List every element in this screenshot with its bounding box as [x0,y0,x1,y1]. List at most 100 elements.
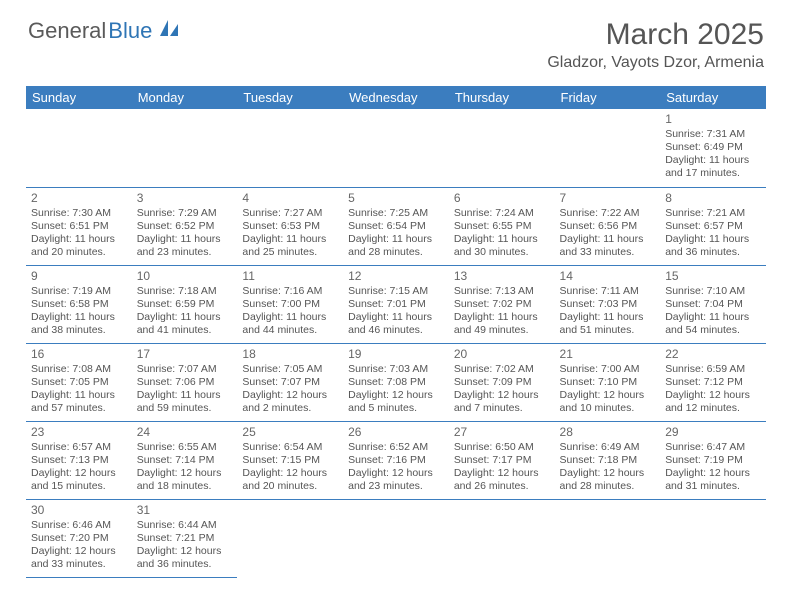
calendar-row: 2Sunrise: 7:30 AMSunset: 6:51 PMDaylight… [26,187,766,265]
calendar-row: 9Sunrise: 7:19 AMSunset: 6:58 PMDaylight… [26,265,766,343]
calendar-cell [26,109,132,187]
calendar-cell: 31Sunrise: 6:44 AMSunset: 7:21 PMDayligh… [132,499,238,577]
day-number: 4 [242,191,338,206]
day-number: 11 [242,269,338,284]
calendar-cell: 2Sunrise: 7:30 AMSunset: 6:51 PMDaylight… [26,187,132,265]
day-number: 2 [31,191,127,206]
calendar-cell [343,109,449,187]
day-number: 18 [242,347,338,362]
calendar-cell: 7Sunrise: 7:22 AMSunset: 6:56 PMDaylight… [555,187,661,265]
sun-data: Sunrise: 7:18 AMSunset: 6:59 PMDaylight:… [137,285,233,338]
sun-data: Sunrise: 7:11 AMSunset: 7:03 PMDaylight:… [560,285,656,338]
calendar-row: 16Sunrise: 7:08 AMSunset: 7:05 PMDayligh… [26,343,766,421]
sun-data: Sunrise: 6:59 AMSunset: 7:12 PMDaylight:… [665,363,761,416]
day-number: 21 [560,347,656,362]
calendar-cell: 5Sunrise: 7:25 AMSunset: 6:54 PMDaylight… [343,187,449,265]
sun-data: Sunrise: 7:25 AMSunset: 6:54 PMDaylight:… [348,207,444,260]
sun-data: Sunrise: 7:24 AMSunset: 6:55 PMDaylight:… [454,207,550,260]
calendar-cell [237,499,343,577]
calendar-cell: 30Sunrise: 6:46 AMSunset: 7:20 PMDayligh… [26,499,132,577]
calendar-cell: 22Sunrise: 6:59 AMSunset: 7:12 PMDayligh… [660,343,766,421]
day-number: 7 [560,191,656,206]
sun-data: Sunrise: 7:02 AMSunset: 7:09 PMDaylight:… [454,363,550,416]
day-header: Wednesday [343,86,449,109]
day-header-row: Sunday Monday Tuesday Wednesday Thursday… [26,86,766,109]
calendar-cell: 19Sunrise: 7:03 AMSunset: 7:08 PMDayligh… [343,343,449,421]
day-number: 5 [348,191,444,206]
sun-data: Sunrise: 7:16 AMSunset: 7:00 PMDaylight:… [242,285,338,338]
calendar-cell [132,109,238,187]
title-block: March 2025 Gladzor, Vayots Dzor, Armenia [547,18,764,72]
day-number: 26 [348,425,444,440]
calendar-cell [237,109,343,187]
sun-data: Sunrise: 7:31 AMSunset: 6:49 PMDaylight:… [665,128,761,181]
sun-data: Sunrise: 6:52 AMSunset: 7:16 PMDaylight:… [348,441,444,494]
calendar-cell: 10Sunrise: 7:18 AMSunset: 6:59 PMDayligh… [132,265,238,343]
sun-data: Sunrise: 7:13 AMSunset: 7:02 PMDaylight:… [454,285,550,338]
sun-data: Sunrise: 7:07 AMSunset: 7:06 PMDaylight:… [137,363,233,416]
calendar-row: 23Sunrise: 6:57 AMSunset: 7:13 PMDayligh… [26,421,766,499]
sun-data: Sunrise: 6:44 AMSunset: 7:21 PMDaylight:… [137,519,233,572]
day-header: Sunday [26,86,132,109]
calendar-cell: 27Sunrise: 6:50 AMSunset: 7:17 PMDayligh… [449,421,555,499]
day-number: 23 [31,425,127,440]
sun-data: Sunrise: 6:47 AMSunset: 7:19 PMDaylight:… [665,441,761,494]
day-number: 20 [454,347,550,362]
calendar-cell: 21Sunrise: 7:00 AMSunset: 7:10 PMDayligh… [555,343,661,421]
day-number: 30 [31,503,127,518]
day-header: Friday [555,86,661,109]
sun-data: Sunrise: 6:50 AMSunset: 7:17 PMDaylight:… [454,441,550,494]
calendar-cell: 11Sunrise: 7:16 AMSunset: 7:00 PMDayligh… [237,265,343,343]
day-header: Monday [132,86,238,109]
calendar-cell: 6Sunrise: 7:24 AMSunset: 6:55 PMDaylight… [449,187,555,265]
sun-data: Sunrise: 7:21 AMSunset: 6:57 PMDaylight:… [665,207,761,260]
sun-data: Sunrise: 7:22 AMSunset: 6:56 PMDaylight:… [560,207,656,260]
logo-text-1: General [28,18,106,44]
sun-data: Sunrise: 6:54 AMSunset: 7:15 PMDaylight:… [242,441,338,494]
calendar-cell: 17Sunrise: 7:07 AMSunset: 7:06 PMDayligh… [132,343,238,421]
day-number: 31 [137,503,233,518]
month-title: March 2025 [547,18,764,52]
day-number: 6 [454,191,550,206]
logo: GeneralBlue [28,18,180,44]
calendar-cell: 15Sunrise: 7:10 AMSunset: 7:04 PMDayligh… [660,265,766,343]
sun-data: Sunrise: 6:57 AMSunset: 7:13 PMDaylight:… [31,441,127,494]
logo-text-2: Blue [108,18,152,44]
sun-data: Sunrise: 7:10 AMSunset: 7:04 PMDaylight:… [665,285,761,338]
location: Gladzor, Vayots Dzor, Armenia [547,54,764,72]
day-header: Thursday [449,86,555,109]
sun-data: Sunrise: 7:00 AMSunset: 7:10 PMDaylight:… [560,363,656,416]
sun-data: Sunrise: 7:19 AMSunset: 6:58 PMDaylight:… [31,285,127,338]
calendar-cell [660,499,766,577]
calendar-cell: 13Sunrise: 7:13 AMSunset: 7:02 PMDayligh… [449,265,555,343]
day-number: 10 [137,269,233,284]
calendar-cell: 28Sunrise: 6:49 AMSunset: 7:18 PMDayligh… [555,421,661,499]
calendar-cell: 24Sunrise: 6:55 AMSunset: 7:14 PMDayligh… [132,421,238,499]
day-number: 24 [137,425,233,440]
day-number: 28 [560,425,656,440]
sun-data: Sunrise: 7:05 AMSunset: 7:07 PMDaylight:… [242,363,338,416]
calendar-cell: 14Sunrise: 7:11 AMSunset: 7:03 PMDayligh… [555,265,661,343]
calendar-cell [343,499,449,577]
sun-data: Sunrise: 7:30 AMSunset: 6:51 PMDaylight:… [31,207,127,260]
day-number: 8 [665,191,761,206]
day-number: 3 [137,191,233,206]
day-number: 15 [665,269,761,284]
day-number: 27 [454,425,550,440]
sun-data: Sunrise: 7:08 AMSunset: 7:05 PMDaylight:… [31,363,127,416]
calendar-cell: 23Sunrise: 6:57 AMSunset: 7:13 PMDayligh… [26,421,132,499]
sun-data: Sunrise: 7:03 AMSunset: 7:08 PMDaylight:… [348,363,444,416]
day-header: Tuesday [237,86,343,109]
day-number: 22 [665,347,761,362]
calendar-cell: 16Sunrise: 7:08 AMSunset: 7:05 PMDayligh… [26,343,132,421]
calendar-cell [555,499,661,577]
calendar-cell [449,109,555,187]
calendar-table: Sunday Monday Tuesday Wednesday Thursday… [26,86,766,578]
calendar-cell: 26Sunrise: 6:52 AMSunset: 7:16 PMDayligh… [343,421,449,499]
calendar-cell: 12Sunrise: 7:15 AMSunset: 7:01 PMDayligh… [343,265,449,343]
day-number: 13 [454,269,550,284]
day-header: Saturday [660,86,766,109]
calendar-cell: 1Sunrise: 7:31 AMSunset: 6:49 PMDaylight… [660,109,766,187]
day-number: 17 [137,347,233,362]
calendar-row: 1Sunrise: 7:31 AMSunset: 6:49 PMDaylight… [26,109,766,187]
